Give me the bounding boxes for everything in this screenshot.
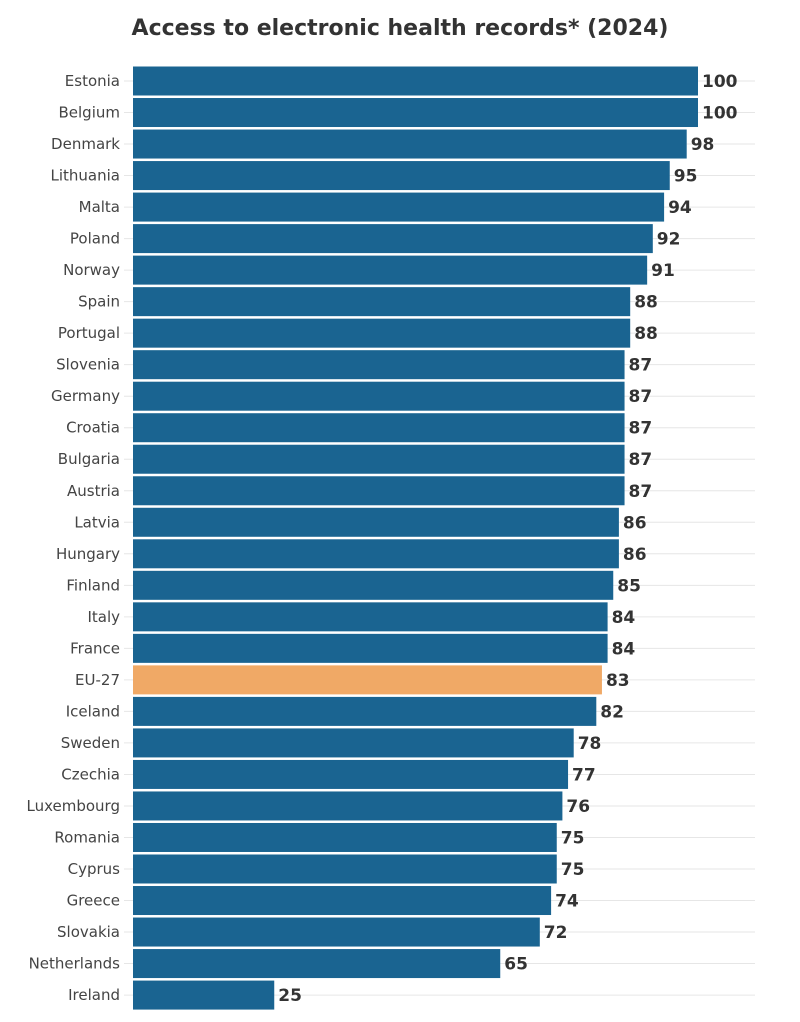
data-label: 100 [702, 72, 738, 92]
category-label: Italy [87, 608, 120, 626]
category-label: Ireland [68, 986, 120, 1004]
data-label: 88 [634, 293, 658, 313]
data-label: 75 [561, 828, 585, 848]
category-label: Slovakia [57, 923, 120, 941]
bar [133, 318, 631, 348]
category-label: Hungary [56, 545, 120, 563]
bar [133, 381, 625, 411]
bar [133, 728, 574, 758]
bar [133, 444, 625, 474]
bar [133, 980, 275, 1010]
data-label: 78 [578, 734, 602, 754]
category-label: Iceland [66, 702, 120, 720]
data-label: 65 [504, 955, 528, 975]
bar [133, 696, 597, 726]
chart-title: Access to electronic health records* (20… [131, 16, 669, 41]
category-label: Poland [70, 230, 120, 248]
data-label: 87 [629, 482, 653, 502]
bar [133, 539, 619, 569]
bar [133, 822, 557, 852]
bar [133, 886, 552, 916]
bar [133, 791, 563, 821]
category-label: Portugal [58, 324, 120, 342]
category-label: Czechia [61, 765, 120, 783]
category-label: Cyprus [68, 860, 121, 878]
category-label: Belgium [59, 104, 121, 122]
data-label: 95 [674, 167, 698, 187]
data-label: 88 [634, 324, 658, 344]
category-label: Finland [66, 576, 120, 594]
bar [133, 66, 698, 96]
data-label: 87 [629, 356, 653, 376]
bar [133, 854, 557, 884]
data-label: 75 [561, 860, 585, 880]
category-label: Luxembourg [27, 797, 121, 815]
category-label: Estonia [65, 72, 120, 90]
category-label: EU-27 [75, 671, 120, 689]
bar [133, 350, 625, 380]
category-label: Romania [54, 828, 120, 846]
category-label: Spain [78, 293, 120, 311]
data-label: 72 [544, 923, 568, 943]
bar [133, 255, 648, 285]
data-label: 91 [651, 261, 675, 281]
category-label: Sweden [61, 734, 120, 752]
category-label: Austria [67, 482, 120, 500]
bar [133, 759, 569, 789]
data-label: 83 [606, 671, 630, 691]
data-label: 76 [566, 797, 590, 817]
category-label: Denmark [51, 135, 120, 153]
category-label: Lithuania [51, 167, 120, 185]
data-label: 87 [629, 419, 653, 439]
category-label: Greece [67, 892, 120, 910]
data-label: 86 [623, 545, 647, 565]
bar [133, 287, 631, 317]
data-label: 77 [572, 765, 596, 785]
bar [133, 476, 625, 506]
bar [133, 917, 540, 947]
bar [133, 224, 653, 254]
data-label: 84 [612, 608, 636, 628]
data-label: 86 [623, 513, 647, 533]
bar [133, 570, 614, 600]
bar [133, 192, 665, 222]
bar [133, 98, 698, 128]
bar [133, 602, 608, 632]
category-label: Netherlands [29, 955, 121, 973]
data-label: 82 [600, 702, 624, 722]
data-label: 92 [657, 230, 681, 250]
bar [133, 507, 619, 537]
bar [133, 129, 687, 159]
bar [133, 665, 602, 695]
data-label: 85 [617, 576, 641, 596]
bar [133, 949, 501, 979]
data-label: 100 [702, 104, 738, 124]
bar [133, 413, 625, 443]
category-label: Bulgaria [58, 450, 120, 468]
category-label: Slovenia [56, 356, 120, 374]
category-label: Malta [79, 198, 120, 216]
bar [133, 633, 608, 663]
data-label: 84 [612, 639, 636, 659]
data-label: 94 [668, 198, 692, 218]
category-label: Norway [63, 261, 120, 279]
category-label: Croatia [66, 419, 120, 437]
category-label: Germany [51, 387, 120, 405]
bar [133, 161, 670, 191]
data-label: 25 [278, 986, 302, 1006]
category-label: France [70, 639, 120, 657]
category-label: Latvia [74, 513, 120, 531]
data-label: 87 [629, 387, 653, 407]
data-label: 98 [691, 135, 715, 155]
data-label: 87 [629, 450, 653, 470]
data-label: 74 [555, 892, 579, 912]
